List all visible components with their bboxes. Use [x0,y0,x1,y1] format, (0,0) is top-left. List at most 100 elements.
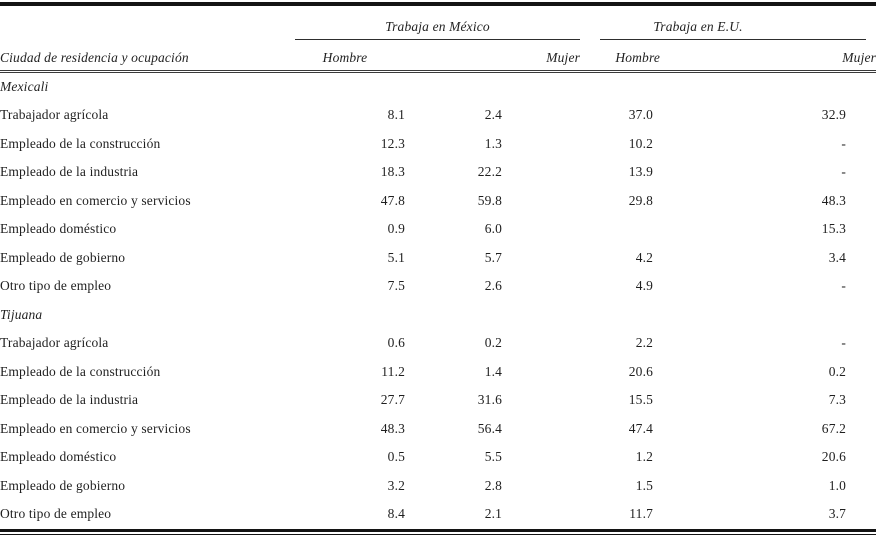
occupation-label: Empleado de la industria [0,386,280,415]
group-label-eu: Trabaja en E.U. [653,19,742,34]
value-cell: 31.6 [410,386,580,415]
value-cell: - [660,329,876,358]
value-cell: 3.2 [280,472,410,501]
column-header-row: Ciudad de residencia y ocupación Hombre … [0,40,876,72]
value-cell: 2.4 [410,101,580,130]
occupation-label: Otro tipo de empleo [0,500,280,529]
value-cell: 1.5 [600,472,660,501]
group-label-mexico: Trabaja en México [385,19,490,34]
value-cell: 20.6 [600,358,660,387]
value-cell: 5.5 [410,443,580,472]
value-cell: 1.3 [410,130,580,159]
col-header-mx-hombre: Hombre [280,40,410,72]
value-cell: 0.2 [410,329,580,358]
col-header-eu-hombre: Hombre [600,40,660,72]
table-bottom-rule [0,529,876,535]
value-cell: 8.1 [280,101,410,130]
value-cell: 1.4 [410,358,580,387]
value-cell: 2.1 [410,500,580,529]
column-gap [580,443,600,472]
paper-table-page: Trabaja en México Trabaja en E.U. Ciudad… [0,2,876,480]
value-cell: 7.5 [280,272,410,301]
value-cell: 47.4 [600,415,660,444]
value-cell: 8.4 [280,500,410,529]
value-cell: 2.8 [410,472,580,501]
value-cell: 22.2 [410,158,580,187]
section-row: Tijuana [0,301,876,330]
occupation-label: Trabajador agrícola [0,101,280,130]
group-header-blank [0,6,280,40]
value-cell: 48.3 [280,415,410,444]
occupation-label: Empleado de la construcción [0,358,280,387]
value-cell: 2.6 [410,272,580,301]
value-cell: 15.3 [660,215,876,244]
value-cell: 0.9 [280,215,410,244]
value-cell: 15.5 [600,386,660,415]
occupation-label: Empleado doméstico [0,215,280,244]
column-gap [580,386,600,415]
column-gap [580,358,600,387]
value-cell: - [660,158,876,187]
value-cell [600,215,660,244]
value-cell: 20.6 [660,443,876,472]
group-header-row: Trabaja en México Trabaja en E.U. [0,6,876,40]
value-cell: 56.4 [410,415,580,444]
value-cell: 12.3 [280,130,410,159]
column-gap [580,244,600,273]
value-cell: 5.1 [280,244,410,273]
value-cell: 27.7 [280,386,410,415]
value-cell: 0.2 [660,358,876,387]
value-cell: - [660,130,876,159]
value-cell: 11.7 [600,500,660,529]
data-table: Trabaja en México Trabaja en E.U. Ciudad… [0,6,876,529]
value-cell: - [660,272,876,301]
value-cell: 48.3 [660,187,876,216]
column-gap [580,272,600,301]
value-cell: 2.2 [600,329,660,358]
occupation-label: Otro tipo de empleo [0,272,280,301]
value-cell: 37.0 [600,101,660,130]
value-cell: 11.2 [280,358,410,387]
group-gap [580,6,600,40]
value-cell: 7.3 [660,386,876,415]
occupation-label: Empleado en comercio y servicios [0,415,280,444]
value-cell: 59.8 [410,187,580,216]
value-cell: 3.7 [660,500,876,529]
value-cell: 4.9 [600,272,660,301]
column-gap [580,158,600,187]
column-gap [580,329,600,358]
occupation-label: Empleado de la construcción [0,130,280,159]
occupation-label: Empleado de gobierno [0,244,280,273]
value-cell: 10.2 [600,130,660,159]
value-cell: 0.6 [280,329,410,358]
value-cell: 29.8 [600,187,660,216]
value-cell: 13.9 [600,158,660,187]
value-cell: 0.5 [280,443,410,472]
col-header-gap [580,40,600,72]
group-header-trabaja-en-eu: Trabaja en E.U. [600,6,876,40]
group-header-trabaja-en-mexico: Trabaja en México [280,6,580,40]
column-gap [580,500,600,529]
column-gap [580,101,600,130]
value-cell: 6.0 [410,215,580,244]
value-cell: 32.9 [660,101,876,130]
column-gap [580,415,600,444]
value-cell: 18.3 [280,158,410,187]
occupation-label: Empleado en comercio y servicios [0,187,280,216]
table-header: Trabaja en México Trabaja en E.U. Ciudad… [0,6,876,72]
section-row: Mexicali [0,71,876,101]
